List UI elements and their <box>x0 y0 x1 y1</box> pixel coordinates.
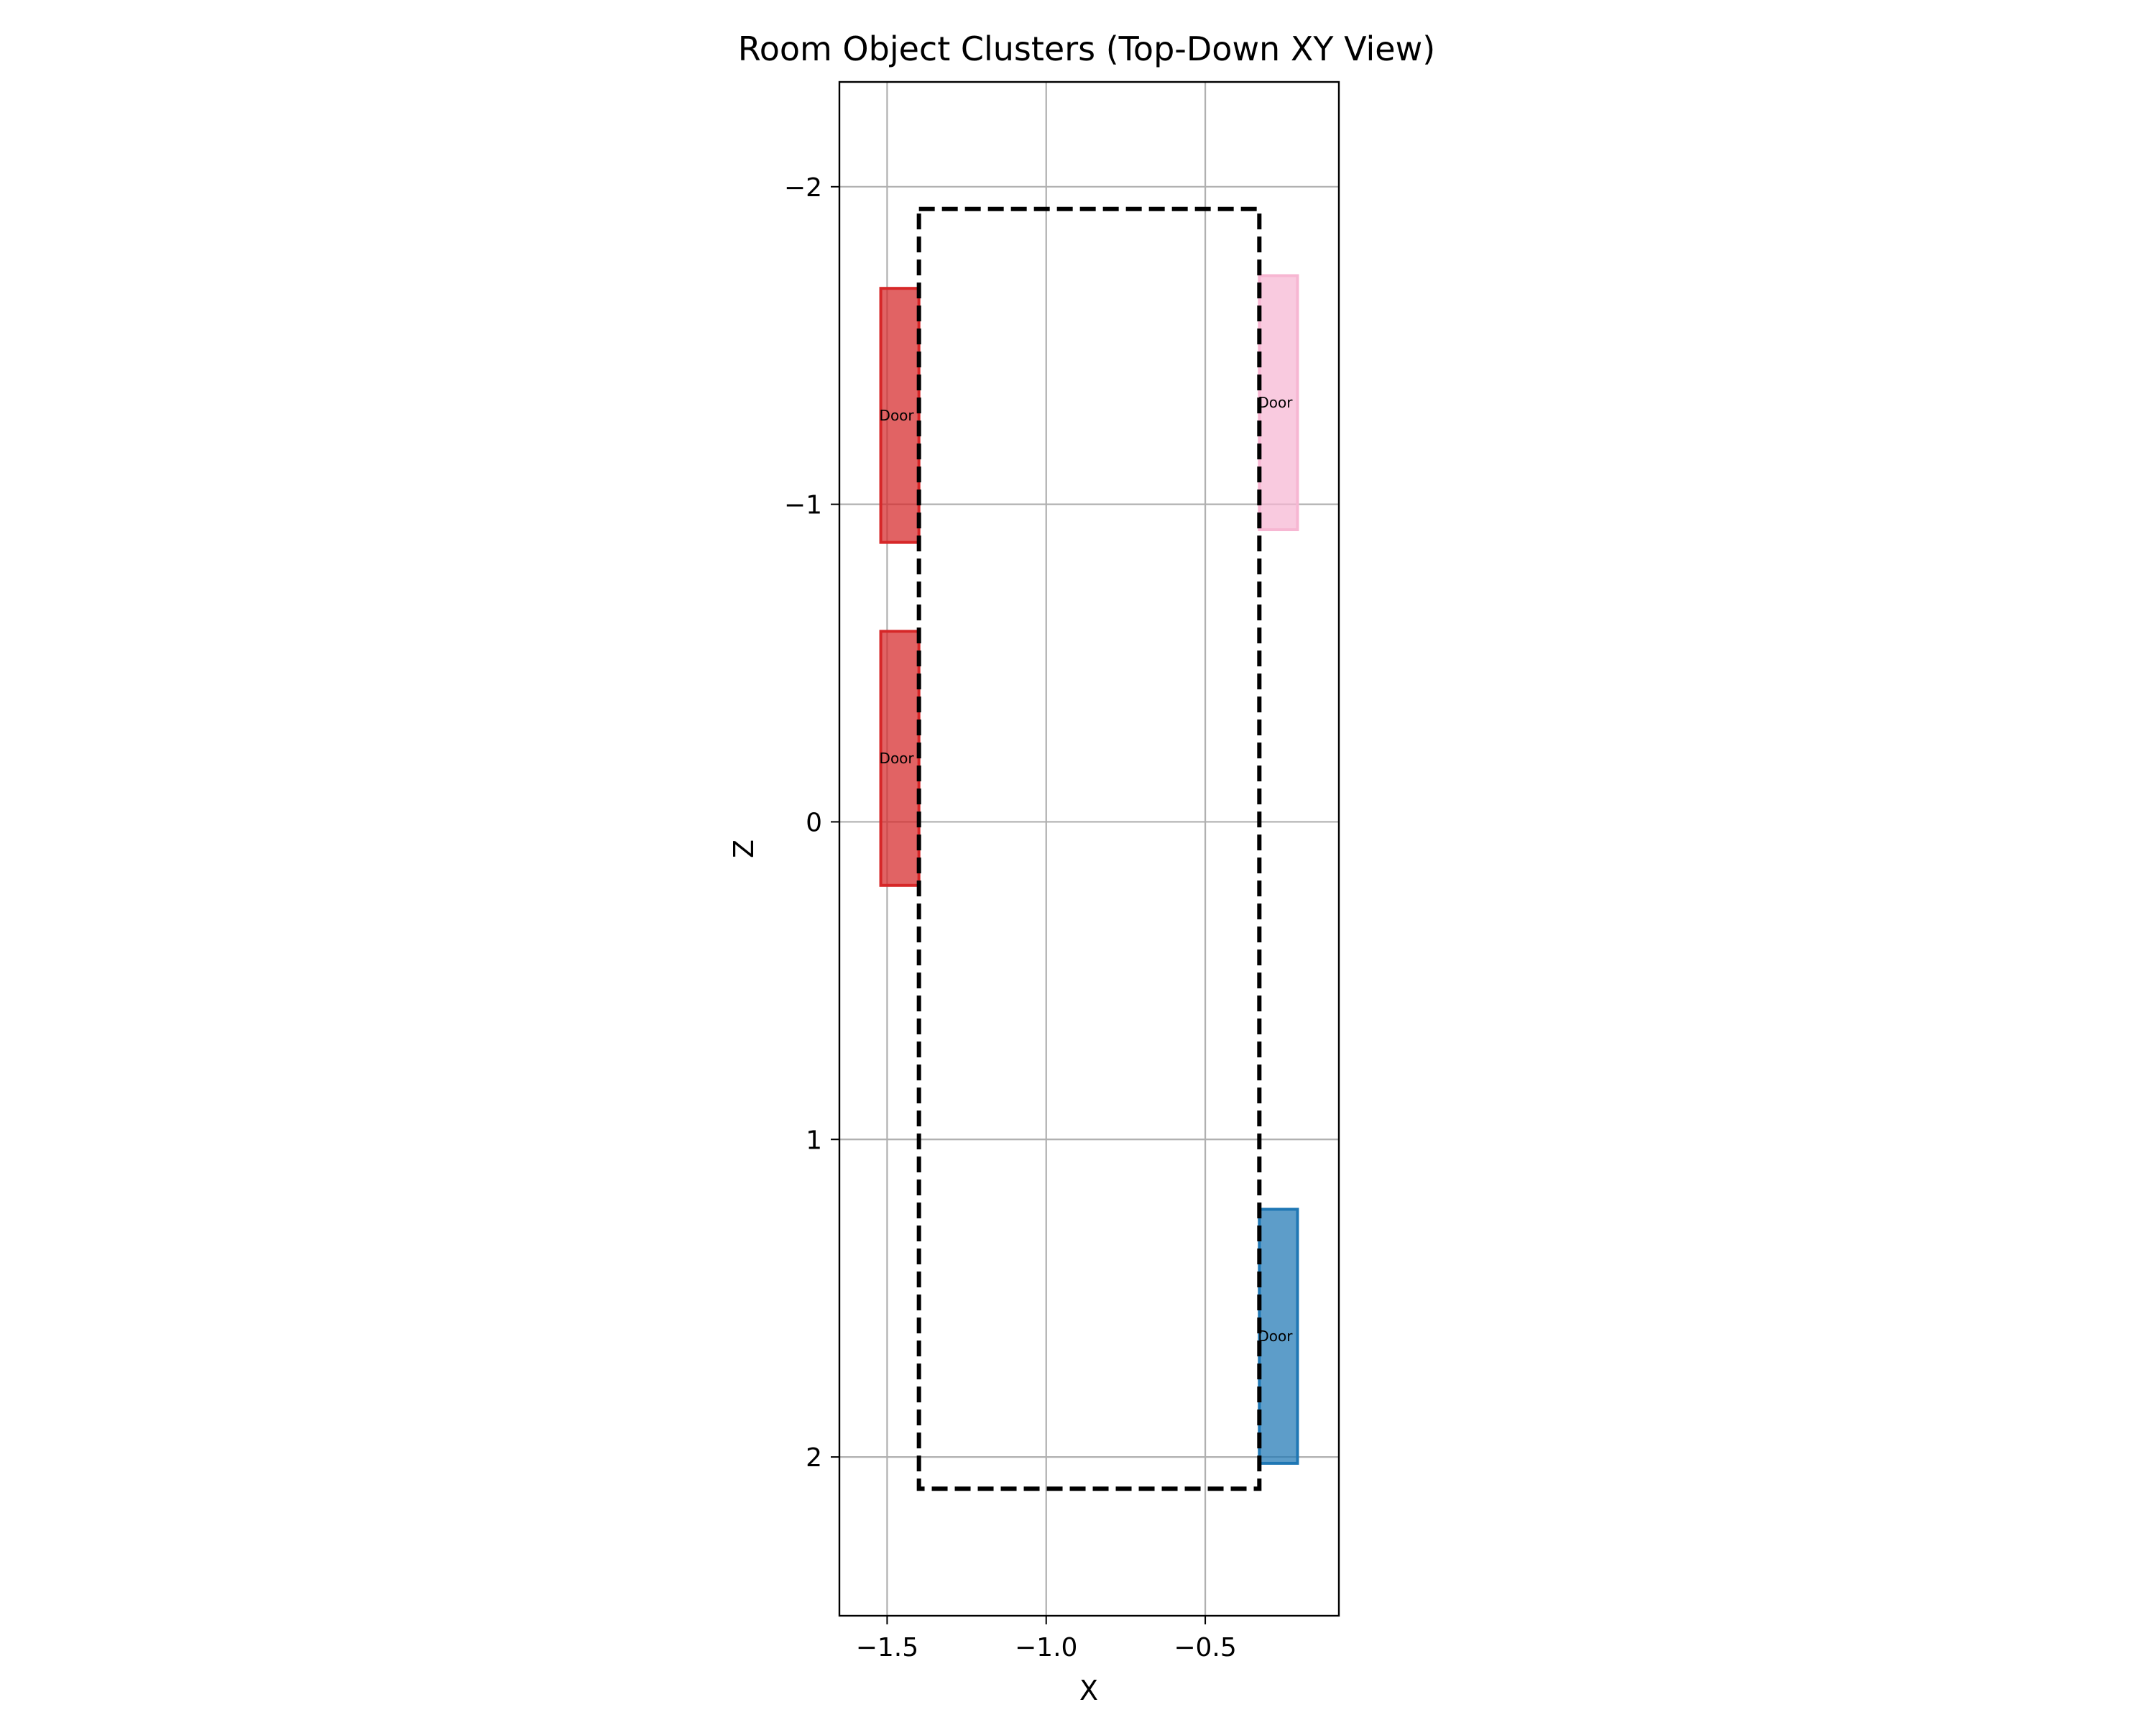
x-ticks: −1.5 −1.0 −0.5 <box>856 1616 1237 1662</box>
door-label: Door <box>880 750 915 767</box>
door-rect <box>1258 1208 1299 1465</box>
x-axis-label: X <box>1079 1675 1098 1706</box>
chart-title: Room Object Clusters (Top-Down XY View) <box>738 29 1435 68</box>
y-tick-label: −2 <box>784 173 822 203</box>
door-rect <box>1258 274 1299 531</box>
x-tick-label: −1.5 <box>856 1633 918 1662</box>
door-object: Door <box>879 287 921 544</box>
y-tick-label: 1 <box>806 1126 822 1155</box>
door-object: Door <box>1258 1208 1299 1465</box>
door-object: Door <box>1258 274 1299 531</box>
x-tick-label: −1.0 <box>1015 1633 1077 1662</box>
y-tick-label: 0 <box>806 808 822 837</box>
plot-frame <box>838 80 1340 1617</box>
x-tick-label: −0.5 <box>1174 1633 1236 1662</box>
y-tick-label: −1 <box>784 491 822 520</box>
door-label: Door <box>880 407 915 424</box>
door-label: Door <box>1258 1328 1293 1345</box>
door-rect <box>879 287 921 544</box>
y-tick-label: 2 <box>806 1443 822 1473</box>
y-axis-label: Z <box>728 840 760 858</box>
room-boundary-layer <box>916 206 1262 1491</box>
door-object: Door <box>879 630 921 887</box>
room-boundary <box>916 206 1262 1491</box>
objects-layer: Door Door Door Door <box>879 274 1299 1465</box>
y-ticks: −2 −1 0 1 2 <box>784 173 839 1473</box>
door-label: Door <box>1258 394 1293 411</box>
door-rect <box>879 630 921 887</box>
